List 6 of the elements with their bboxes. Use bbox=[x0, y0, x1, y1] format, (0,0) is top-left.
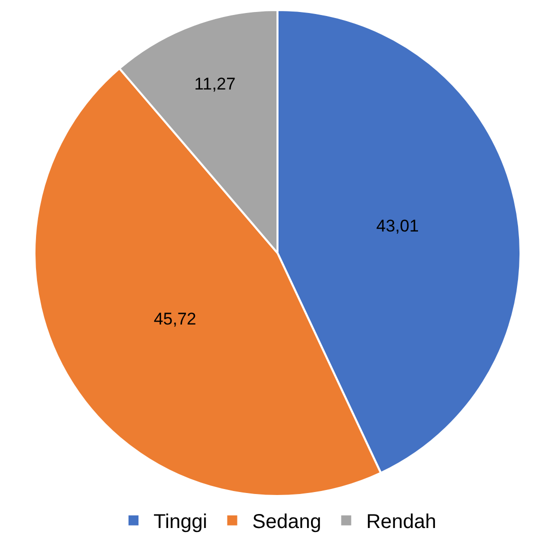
legend-label: Tinggi bbox=[154, 511, 208, 534]
legend-label: Rendah bbox=[366, 511, 436, 534]
data-label: 43,01 bbox=[376, 216, 419, 236]
legend-label: Sedang bbox=[252, 511, 322, 534]
data-label: 11,27 bbox=[194, 74, 236, 94]
data-label: 45,72 bbox=[154, 310, 196, 329]
